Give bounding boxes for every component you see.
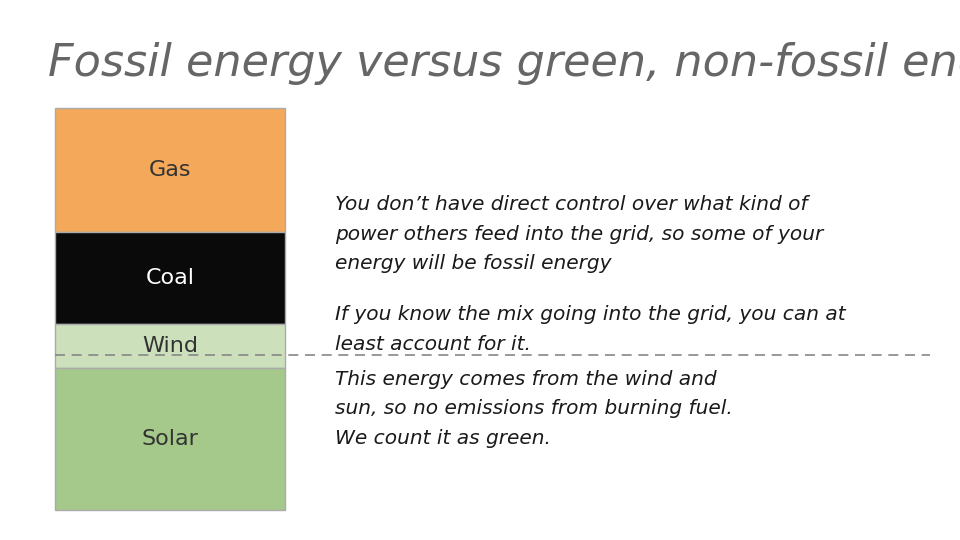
Text: This energy comes from the wind and
sun, so no emissions from burning fuel.
We c: This energy comes from the wind and sun,… xyxy=(335,370,732,448)
Text: Coal: Coal xyxy=(146,268,195,288)
Text: If you know the mix going into the grid, you can at
least account for it.: If you know the mix going into the grid,… xyxy=(335,305,846,354)
Text: Fossil energy versus green, non-fossil energy: Fossil energy versus green, non-fossil e… xyxy=(48,42,960,85)
Text: Wind: Wind xyxy=(142,336,198,356)
Text: You don’t have direct control over what kind of
power others feed into the grid,: You don’t have direct control over what … xyxy=(335,195,824,273)
Bar xyxy=(55,108,285,232)
Text: Gas: Gas xyxy=(149,160,191,180)
Text: Solar: Solar xyxy=(141,429,199,449)
Bar xyxy=(55,368,285,510)
Bar xyxy=(55,232,285,325)
Bar xyxy=(55,325,285,368)
